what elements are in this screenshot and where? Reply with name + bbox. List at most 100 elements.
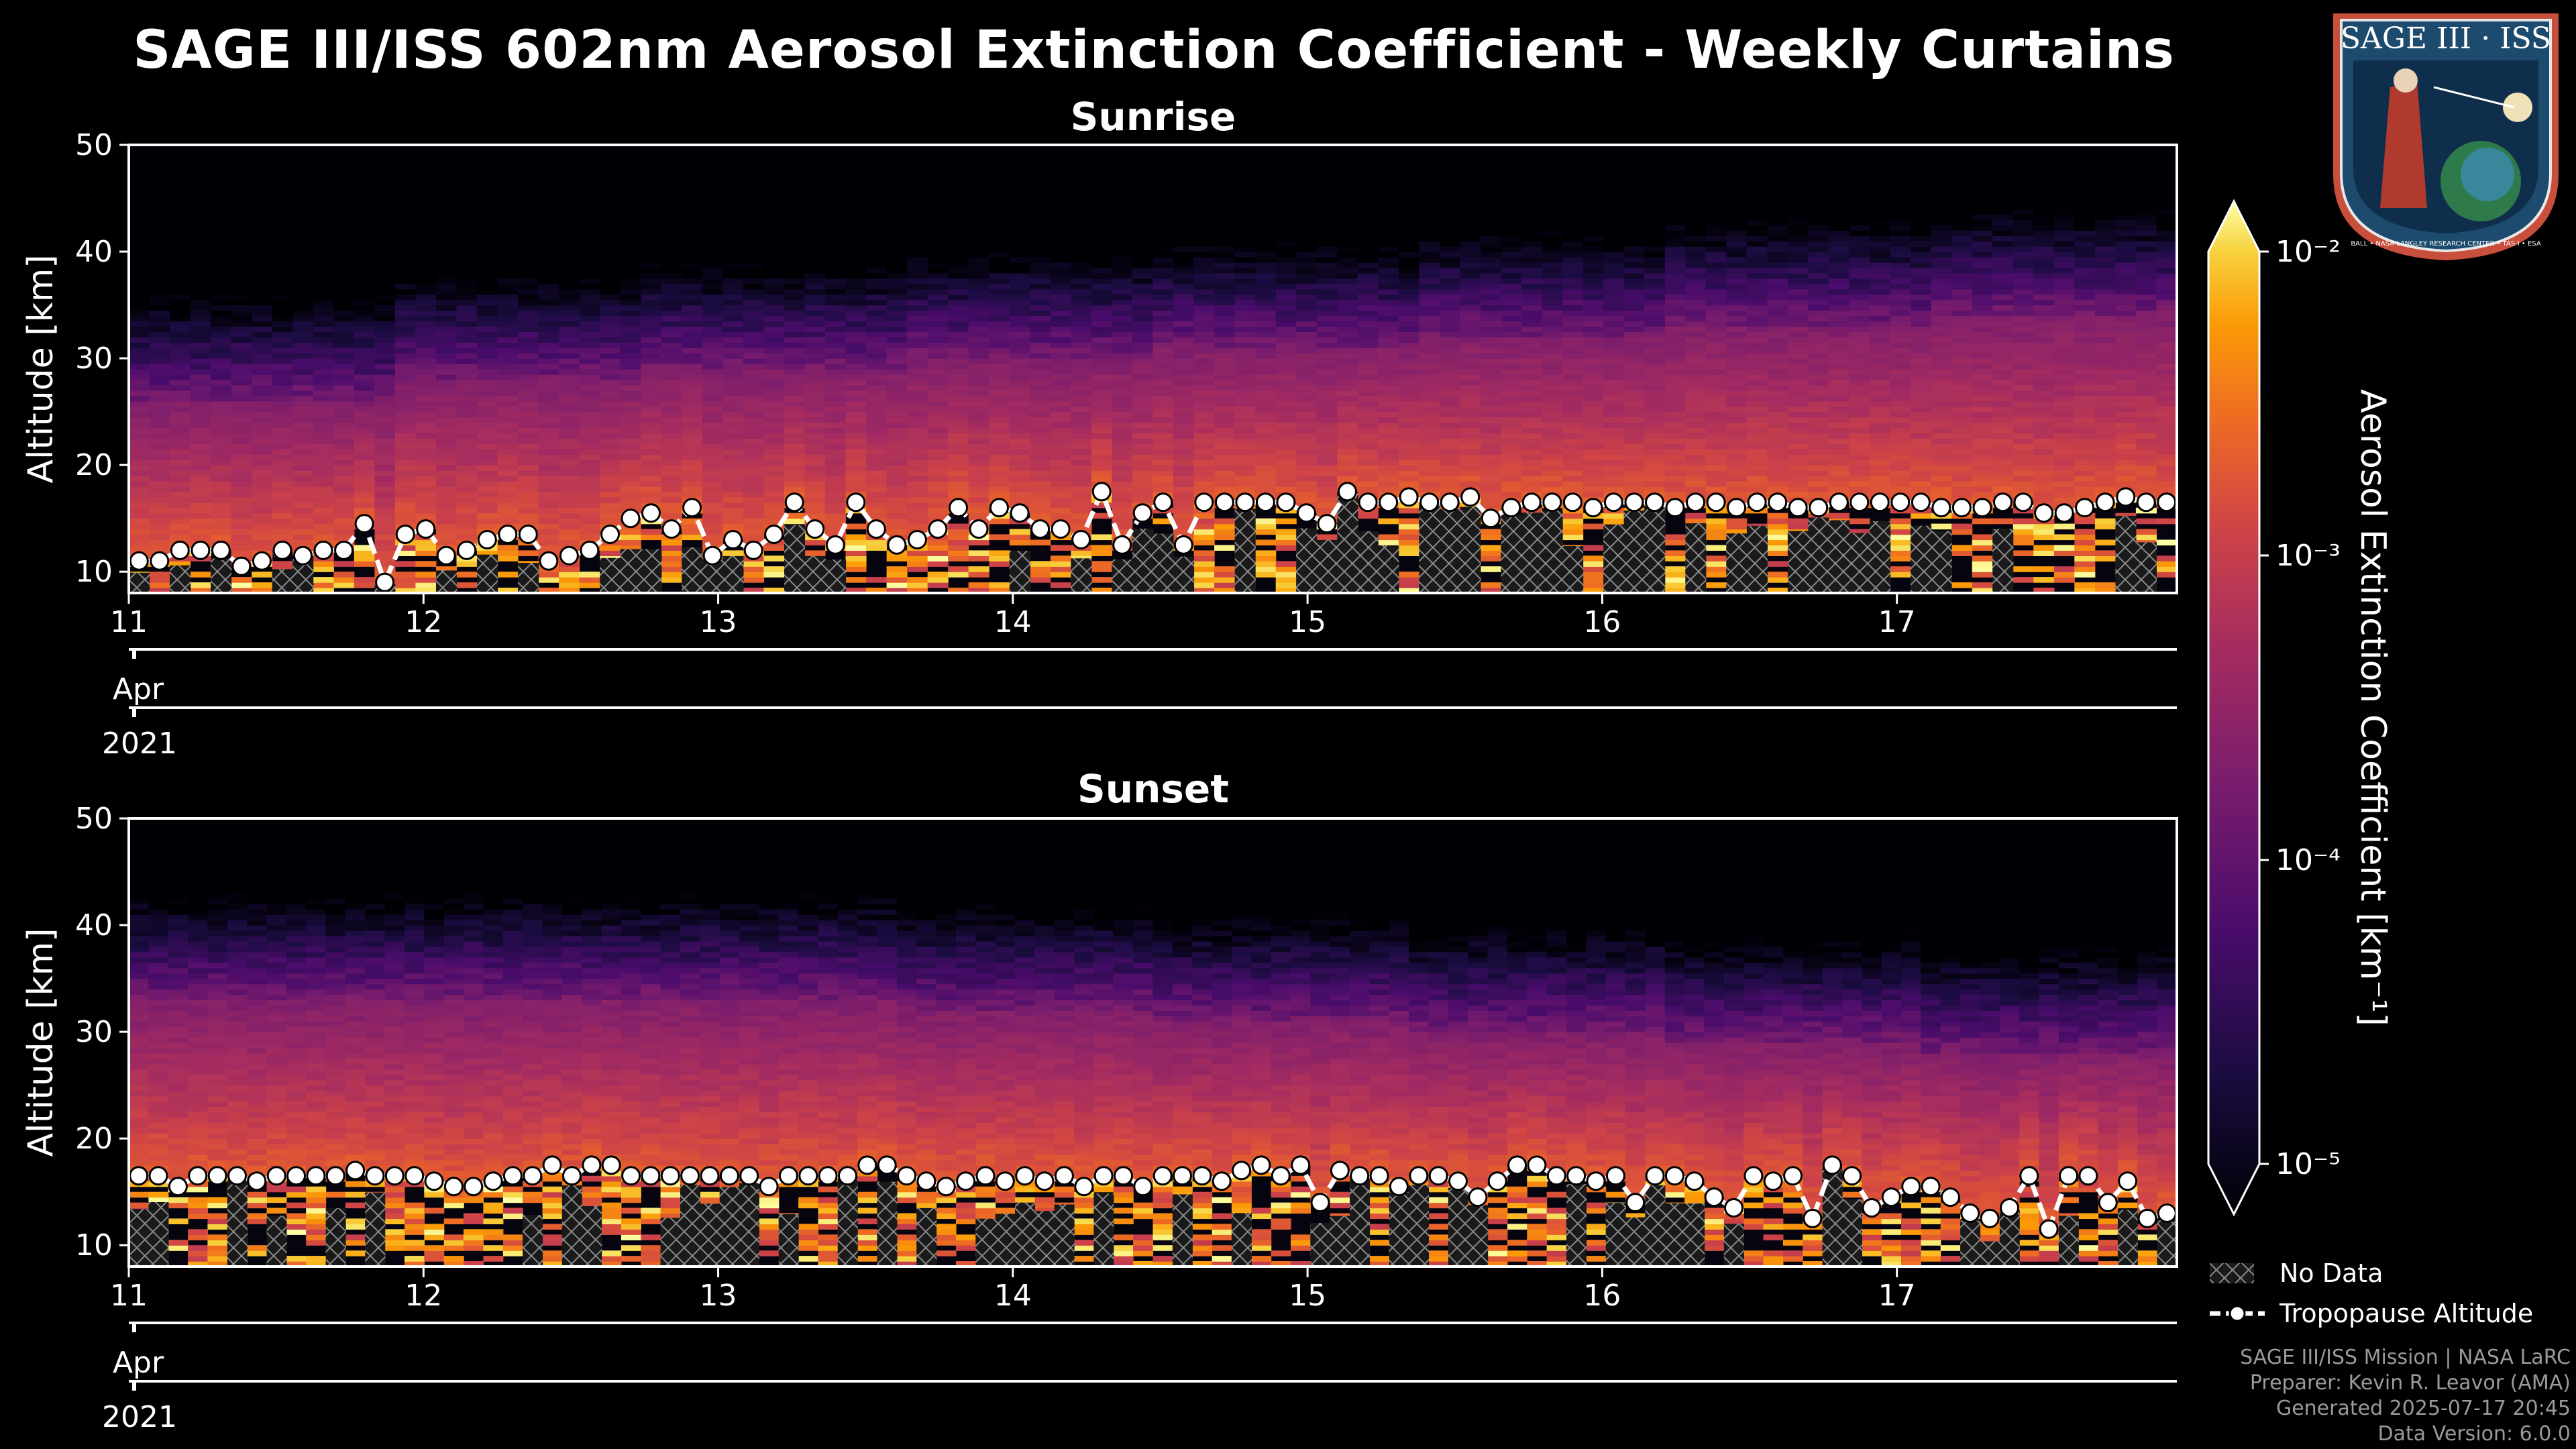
curtain-cell (743, 342, 764, 348)
curtain-cell (394, 176, 416, 183)
curtain-cell (1173, 395, 1195, 402)
curtain-cell (1275, 572, 1297, 578)
curtain-cell (1255, 518, 1277, 525)
curtain-cell (702, 150, 723, 156)
curtain-cell (1337, 283, 1358, 290)
curtain-cell (1009, 198, 1030, 205)
curtain-cell (518, 507, 539, 514)
curtain-cell (620, 267, 641, 274)
curtain-cell (374, 555, 396, 561)
curtain-cell (1214, 417, 1236, 423)
curtain-cell (292, 449, 314, 455)
curtain-cell (866, 326, 888, 332)
curtain-cell (477, 241, 498, 247)
curtain-cell (1255, 417, 1277, 423)
curtain-cell (866, 182, 888, 189)
curtain-cell (968, 155, 989, 162)
curtain-cell (1214, 235, 1236, 241)
curtain-cell (415, 384, 437, 391)
curtain-cell (559, 198, 580, 205)
curtain-cell (866, 395, 888, 402)
curtain-cell (661, 566, 682, 572)
curtain-cell (436, 331, 458, 337)
curtain-cell (1173, 145, 1195, 151)
curtain-cell (989, 203, 1010, 210)
curtain-cell (1378, 225, 1399, 231)
curtain-cell (394, 545, 416, 551)
curtain-cell (1296, 150, 1318, 156)
curtain-cell (394, 305, 416, 311)
curtain-cell (825, 272, 847, 279)
curtain-cell (1337, 374, 1358, 380)
curtain-cell (538, 176, 559, 183)
curtain-cell (1050, 166, 1071, 172)
curtain-cell (354, 507, 375, 514)
curtain-cell (1091, 262, 1112, 268)
curtain-cell (620, 460, 641, 466)
curtain-cell (948, 411, 969, 418)
curtain-cell (620, 476, 641, 482)
curtain-cell (1030, 433, 1051, 439)
curtain-cell (436, 427, 458, 434)
curtain-cell (518, 422, 539, 429)
curtain-cell (252, 283, 273, 290)
curtain-cell (394, 577, 416, 583)
curtain-cell (211, 529, 232, 535)
curtain-cell (682, 203, 703, 210)
curtain-cell (927, 326, 949, 332)
curtain-cell (661, 176, 682, 183)
curtain-cell (1193, 182, 1215, 189)
curtain-cell (641, 150, 662, 156)
curtain-cell (682, 411, 703, 418)
curtain-cell (211, 283, 232, 290)
curtain-cell (1316, 337, 1338, 343)
curtain-cell (1378, 241, 1399, 247)
curtain-cell (1132, 476, 1154, 482)
curtain-cell (190, 257, 211, 263)
curtain-cell (538, 577, 559, 583)
curtain-cell (1316, 460, 1338, 466)
curtain-cell (1255, 481, 1277, 487)
curtain-cell (252, 427, 273, 434)
curtain-cell (538, 331, 559, 337)
curtain-cell (784, 171, 806, 178)
curtain-cell (1255, 278, 1277, 284)
curtain-cell (252, 166, 273, 172)
curtain-cell (477, 470, 498, 476)
curtain-cell (518, 193, 539, 199)
curtain-cell (845, 160, 867, 167)
curtain-cell (538, 470, 559, 476)
curtain-cell (272, 219, 293, 225)
curtain-cell (1173, 252, 1195, 258)
curtain-cell (702, 518, 723, 525)
curtain-cell (968, 438, 989, 444)
curtain-cell (600, 433, 621, 439)
curtain-cell (1071, 198, 1092, 205)
curtain-cell (743, 460, 764, 466)
curtain-cell (620, 342, 641, 348)
curtain-cell (661, 555, 682, 561)
curtain-cell (394, 150, 416, 156)
curtain-cell (559, 449, 580, 455)
curtain-cell (845, 246, 867, 252)
curtain-cell (948, 417, 969, 423)
curtain-cell (436, 364, 458, 370)
curtain-cell (211, 257, 232, 263)
curtain-cell (436, 491, 458, 498)
curtain-cell (1193, 529, 1215, 535)
curtain-cell (1255, 438, 1277, 444)
curtain-cell (1132, 358, 1154, 364)
curtain-cell (927, 288, 949, 295)
curtain-cell (231, 438, 252, 444)
curtain-cell (1214, 272, 1236, 279)
curtain-cell (927, 267, 949, 274)
curtain-cell (804, 384, 826, 391)
curtain-cell (190, 513, 211, 519)
curtain-cell (1152, 288, 1174, 295)
curtain-cell (845, 545, 867, 551)
curtain-cell (1050, 283, 1071, 290)
curtain-cell (436, 193, 458, 199)
curtain-cell (129, 384, 150, 391)
curtain-cell (948, 449, 969, 455)
curtain-cell (149, 160, 170, 167)
